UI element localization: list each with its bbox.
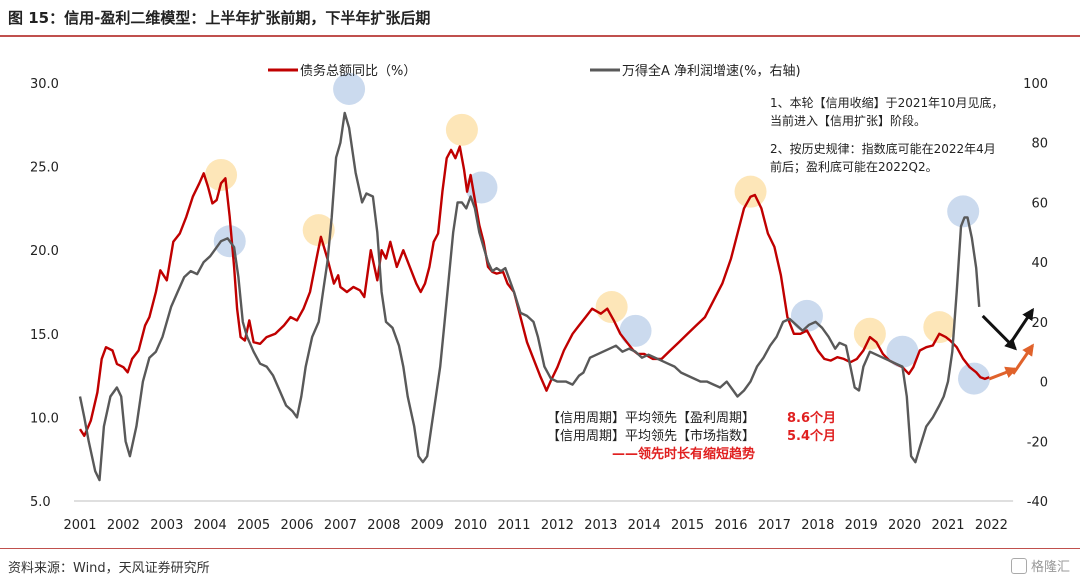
x-tick-label: 2017 [758,518,791,533]
credit-forecast-arrow [1011,343,1034,375]
figure-title: 图 15：信用-盈利二维模型：上半年扩张前期，下半年扩张后期 [8,9,431,27]
profit-series-line [78,111,981,482]
y-left-tick-label: 10.0 [30,411,59,426]
profit-turn-bubble [333,72,366,105]
annotation-notes: 1、本轮【信用收缩】于2021年10月见底， 当前进入【信用扩张】阶段。 2、按… [547,95,1003,462]
x-tick-label: 2011 [497,518,530,533]
x-tick-label: 2001 [63,518,96,533]
y-left-tick-label: 25.0 [30,161,59,176]
credit-peak-bubble [445,113,478,146]
credit-peak-bubble [734,175,767,208]
y-right-tick-label: 80 [1031,137,1048,152]
profit-turn-bubble [619,314,652,347]
x-tick-label: 2002 [107,518,140,533]
cycle-bubbles [205,72,991,395]
note-2-line-1: 2、按历史规律：指数底可能在2022年4月 [770,141,996,156]
credit-peak-bubble [923,311,956,344]
watermark-text: 格隆汇 [1030,560,1070,575]
x-tick-label: 2010 [454,518,487,533]
credit-peak-bubble [205,158,238,191]
y-left-tick-label: 5.0 [30,495,51,510]
note-2-line-2: 前后；盈利底可能在2022Q2。 [770,159,938,174]
figure-header: 图 15：信用-盈利二维模型：上半年扩张前期，下半年扩张后期 [0,0,1080,37]
x-tick-label: 2007 [324,518,357,533]
x-tick-label: 2006 [280,518,313,533]
x-tick-label: 2019 [845,518,878,533]
profit-forecast-arrow [1007,307,1034,347]
x-tick-label: 2015 [671,518,704,533]
lead-1-label: 【信用周期】平均领先【盈利周期】 [547,411,755,426]
y-right-tick-label: -40 [1027,495,1048,510]
chart: 2001 2002 2003 2004 2005 2006 2007 2008 2009 2010… [30,63,1048,533]
profit-turn-bubble [958,362,991,395]
x-tick-label: 2005 [237,518,270,533]
y-left-tick-label: 15.0 [30,328,59,343]
y-right-tick-label: 60 [1031,196,1048,211]
x-tick-label: 2022 [975,518,1008,533]
y-right-tick-label: 40 [1031,256,1048,271]
y-right-tick-label: 20 [1031,316,1048,331]
footer-divider [0,548,1080,549]
x-tick-label: 2018 [801,518,834,533]
x-tick-label: 2003 [150,518,183,533]
x-tick-label: 2013 [584,518,617,533]
x-tick-label: 2012 [541,518,574,533]
header-divider [0,35,1080,37]
y-right-tick-label: 0 [1040,376,1048,391]
x-tick-label: 2009 [411,518,444,533]
lead-2-label: 【信用周期】平均领先【市场指数】 [547,428,755,444]
x-tick-label: 2014 [628,518,661,533]
watermark: 格隆汇 [1010,556,1070,575]
note-1-line-2: 当前进入【信用扩张】阶段。 [770,113,926,128]
profit-turn-bubble [947,195,980,228]
profit-turn-bubble [790,299,823,332]
x-tick-label: 2021 [931,518,964,533]
x-tick-label: 2020 [888,518,921,533]
legend-label-profit: 万得全A 净利润增速(%，右轴) [622,63,801,79]
lead-2-value: 5.4个月 [787,428,836,444]
credit-forecast-arrow [988,366,1018,381]
source-note: 资料来源：Wind，天风证券研究所 [8,561,210,576]
x-tick-label: 2016 [714,518,747,533]
note-1-line-1: 1、本轮【信用收缩】于2021年10月见底， [770,95,1003,110]
y-right-tick-label: 100 [1023,77,1048,92]
watermark-logo-icon [1010,558,1027,574]
forecast-arrows [981,307,1034,381]
lead-1-value: 8.6个月 [787,410,836,426]
y-left-tick-label: 30.0 [30,77,59,92]
lead-trend-note: ——领先时长有缩短趋势 [612,446,755,462]
series-lines [78,111,990,482]
y-left-tick-label: 20.0 [30,244,59,259]
y-right-tick-label: -20 [1027,435,1048,450]
credit-peak-bubble [595,291,628,324]
x-tick-label: 2004 [194,518,227,533]
credit-peak-bubble [302,214,335,247]
credit-peak-bubble [853,317,886,350]
profit-turn-bubble [886,335,919,368]
legend-label-credit: 债务总额同比（%） [300,63,416,79]
legend: 债务总额同比（%） 万得全A 净利润增速(%，右轴) [268,63,801,79]
x-tick-label: 2008 [367,518,400,533]
chart-axes: 2001 2002 2003 2004 2005 2006 2007 2008 2009 2010… [30,77,1048,533]
